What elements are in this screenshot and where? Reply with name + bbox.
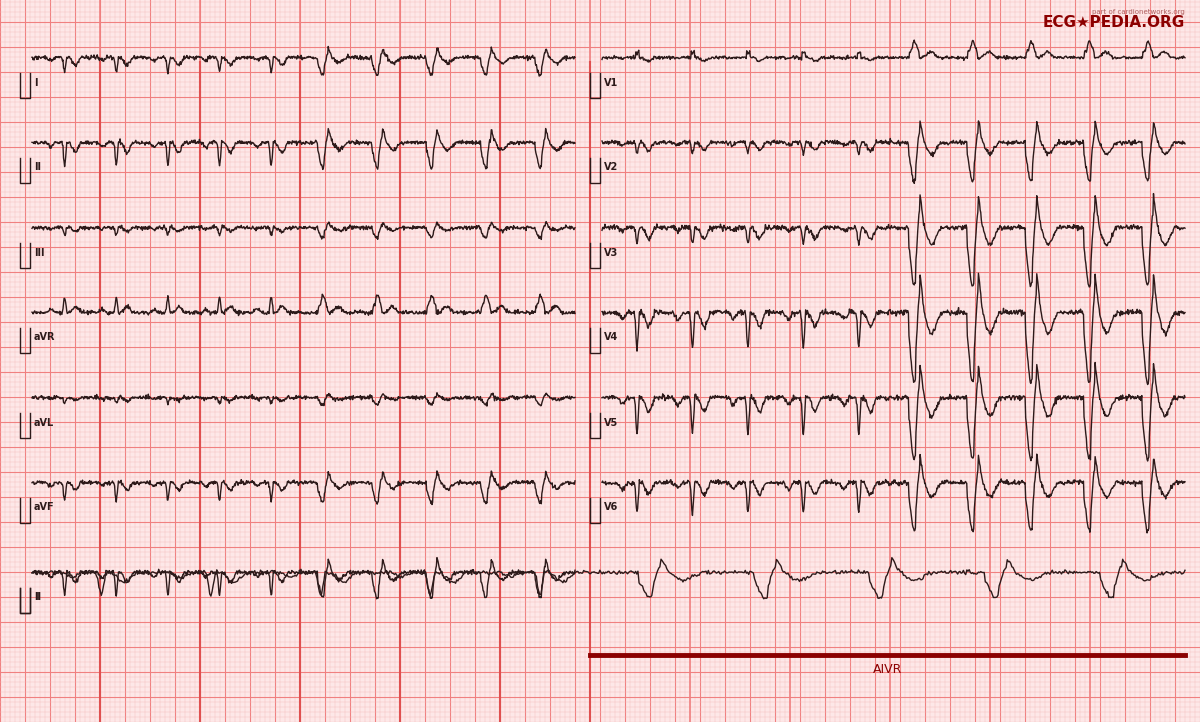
- Text: aVL: aVL: [34, 417, 54, 427]
- Text: aVF: aVF: [34, 503, 55, 513]
- Text: II: II: [34, 593, 41, 602]
- Text: V2: V2: [604, 162, 618, 173]
- Text: aVR: aVR: [34, 333, 55, 342]
- Text: V1: V1: [604, 77, 618, 87]
- Text: V3: V3: [604, 248, 618, 258]
- Text: ECG★PEDIA.ORG: ECG★PEDIA.ORG: [1043, 14, 1186, 30]
- Text: V4: V4: [604, 333, 618, 342]
- Text: V6: V6: [604, 503, 618, 513]
- Text: I: I: [34, 77, 37, 87]
- Text: part of cardionetworks.org: part of cardionetworks.org: [1092, 9, 1186, 15]
- Text: II: II: [34, 593, 41, 602]
- Text: V5: V5: [604, 417, 618, 427]
- Text: III: III: [34, 248, 44, 258]
- Text: AIVR: AIVR: [872, 663, 902, 676]
- Text: II: II: [34, 162, 41, 173]
